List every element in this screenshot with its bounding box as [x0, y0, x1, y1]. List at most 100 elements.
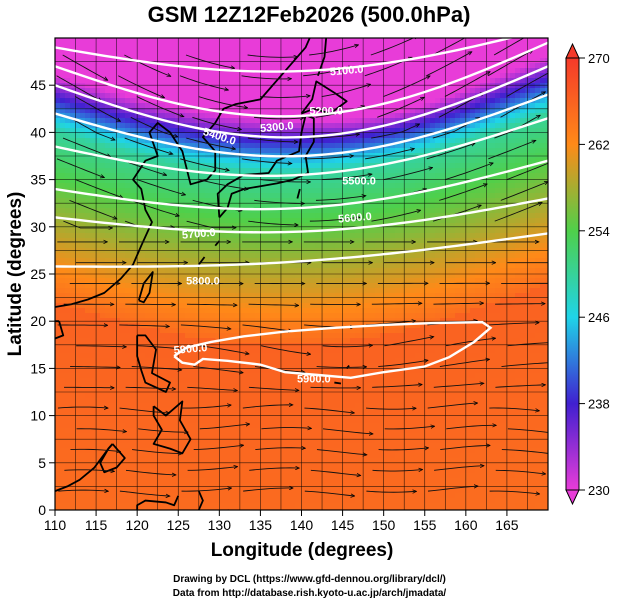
- heat-cell: [200, 268, 206, 274]
- heat-cell: [380, 273, 386, 279]
- heat-cell: [295, 238, 301, 244]
- heat-cell: [95, 163, 101, 169]
- heat-cell: [350, 188, 356, 194]
- heat-cell: [385, 93, 391, 99]
- heat-cell: [220, 48, 226, 54]
- heat-cell: [75, 43, 81, 49]
- heat-cell: [530, 178, 536, 184]
- heat-cell: [315, 173, 321, 179]
- heat-cell: [395, 183, 401, 189]
- heat-cell: [95, 288, 101, 294]
- heat-cell: [60, 88, 66, 94]
- heat-cell: [135, 48, 141, 54]
- heat-cell: [55, 48, 61, 54]
- heat-cell: [180, 78, 186, 84]
- heat-cell: [235, 53, 241, 59]
- heat-cell: [220, 78, 226, 84]
- heat-cell: [140, 208, 146, 214]
- heat-cell: [410, 38, 416, 44]
- heat-cell: [280, 43, 286, 49]
- heat-cell: [480, 58, 486, 64]
- heat-cell: [390, 203, 396, 209]
- heat-cell: [415, 198, 421, 204]
- heat-cell: [300, 73, 306, 79]
- heat-cell: [80, 278, 86, 284]
- heat-cell: [255, 223, 261, 229]
- heat-cell: [375, 78, 381, 84]
- heat-cell: [90, 148, 96, 154]
- heat-cell: [540, 278, 546, 284]
- heat-cell: [95, 178, 101, 184]
- heat-cell: [75, 273, 81, 279]
- heat-cell: [410, 238, 416, 244]
- heat-cell: [380, 98, 386, 104]
- heat-cell: [515, 88, 521, 94]
- heat-cell: [200, 218, 206, 224]
- heat-cell: [460, 138, 466, 144]
- heat-cell: [90, 143, 96, 149]
- heat-cell: [315, 98, 321, 104]
- heat-cell: [415, 133, 421, 139]
- heat-cell: [115, 283, 121, 289]
- heat-cell: [380, 228, 386, 234]
- heat-cell: [170, 43, 176, 49]
- heat-cell: [320, 208, 326, 214]
- heat-cell: [75, 128, 81, 134]
- heat-cell: [85, 98, 91, 104]
- heat-cell: [120, 243, 126, 249]
- heat-cell: [190, 243, 196, 249]
- heat-cell: [160, 198, 166, 204]
- heat-cell: [440, 253, 446, 259]
- heat-cell: [500, 68, 506, 74]
- heat-cell: [520, 198, 526, 204]
- heat-cell: [380, 128, 386, 134]
- heat-cell: [295, 83, 301, 89]
- heat-cell: [440, 143, 446, 149]
- heat-cell: [265, 143, 271, 149]
- heat-cell: [275, 103, 281, 109]
- heat-cell: [110, 88, 116, 94]
- heat-cell: [500, 248, 506, 254]
- heat-cell: [120, 88, 126, 94]
- heat-cell: [395, 148, 401, 154]
- heat-cell: [515, 108, 521, 114]
- heat-cell: [150, 113, 156, 119]
- heat-cell: [135, 173, 141, 179]
- heat-cell: [365, 213, 371, 219]
- heat-cell: [325, 198, 331, 204]
- heat-cell: [360, 108, 366, 114]
- heat-cell: [200, 108, 206, 114]
- heat-cell: [370, 93, 376, 99]
- heat-cell: [85, 213, 91, 219]
- heat-cell: [130, 158, 136, 164]
- heat-cell: [170, 73, 176, 79]
- heat-cell: [445, 223, 451, 229]
- heat-cell: [85, 113, 91, 119]
- heat-cell: [435, 83, 441, 89]
- heat-cell: [220, 98, 226, 104]
- heat-cell: [125, 48, 131, 54]
- heat-cell: [160, 128, 166, 134]
- heat-cell: [280, 248, 286, 254]
- heat-cell: [465, 53, 471, 59]
- heat-cell: [295, 278, 301, 284]
- heat-cell: [435, 273, 441, 279]
- heat-cell: [175, 53, 181, 59]
- heat-cell: [395, 63, 401, 69]
- heat-cell: [325, 188, 331, 194]
- heat-cell: [470, 173, 476, 179]
- heat-cell: [135, 53, 141, 59]
- heat-cell: [415, 173, 421, 179]
- heat-cell: [510, 38, 516, 44]
- heat-cell: [465, 208, 471, 214]
- heat-cell: [245, 143, 251, 149]
- heat-cell: [430, 218, 436, 224]
- heat-cell: [230, 38, 236, 44]
- heat-cell: [455, 283, 461, 289]
- heat-cell: [165, 68, 171, 74]
- heat-cell: [455, 203, 461, 209]
- heat-cell: [455, 208, 461, 214]
- heat-cell: [130, 38, 136, 44]
- heat-cell: [115, 63, 121, 69]
- heat-cell: [140, 108, 146, 114]
